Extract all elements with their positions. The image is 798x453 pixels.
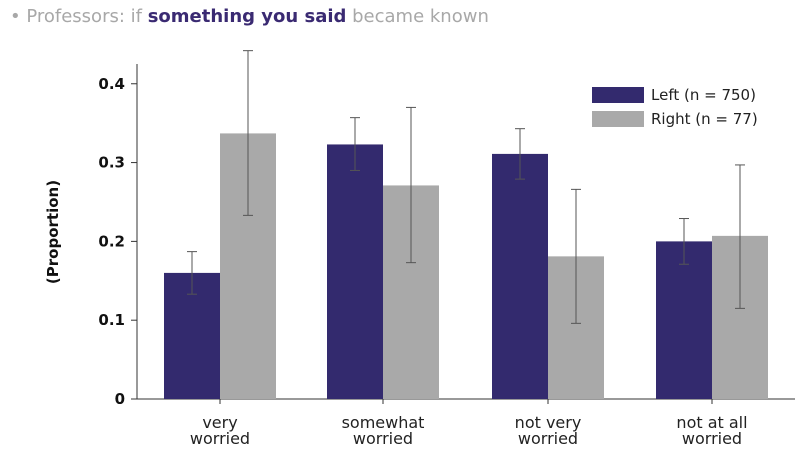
x-tick-label: worried xyxy=(190,429,250,448)
x-tick-label: somewhat xyxy=(342,413,425,432)
y-tick-label: 0 xyxy=(115,390,125,408)
bar-left xyxy=(327,144,383,399)
legend-swatch-left xyxy=(592,87,644,103)
x-tick-label: worried xyxy=(353,429,413,448)
y-tick-label: 0.4 xyxy=(98,75,125,93)
title-suffix: became known xyxy=(346,6,489,27)
y-tick-label: 0.3 xyxy=(98,154,125,172)
y-tick-label: 0.1 xyxy=(98,311,125,329)
x-tick-label: not at all xyxy=(676,413,747,432)
x-tick-label: worried xyxy=(518,429,578,448)
y-tick-label: 0.2 xyxy=(98,232,125,250)
chart-title: • Professors: if something you said beca… xyxy=(10,6,489,27)
title-prefix: • Professors: if xyxy=(10,6,148,27)
title-emphasis: something you said xyxy=(147,6,347,27)
bar-left xyxy=(492,153,548,399)
legend-label-right: Right (n = 77) xyxy=(651,110,758,128)
legend-swatch-right xyxy=(592,111,644,127)
bar-left xyxy=(656,241,712,399)
x-tick-label: worried xyxy=(682,429,742,448)
x-tick-label: not very xyxy=(515,413,582,432)
x-tick-label: very xyxy=(202,413,237,432)
y-axis-label: (Proportion) xyxy=(44,180,62,284)
legend-label-left: Left (n = 750) xyxy=(651,86,756,104)
